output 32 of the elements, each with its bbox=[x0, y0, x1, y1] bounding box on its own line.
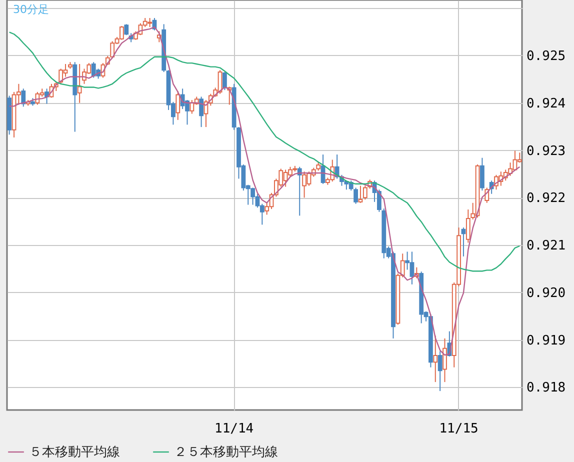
y-tick-label: 0.920 bbox=[526, 286, 566, 301]
y-tick-label: 0.921 bbox=[526, 238, 566, 254]
legend-label: ５本移動平均線 bbox=[29, 445, 120, 460]
candlestick bbox=[176, 90, 180, 120]
legend-label: ２５本移動平均線 bbox=[174, 445, 278, 460]
candlestick bbox=[297, 166, 302, 216]
candlestick bbox=[21, 88, 26, 108]
candlestick bbox=[199, 96, 204, 128]
candlestick bbox=[124, 24, 129, 36]
y-tick-label: 0.922 bbox=[526, 191, 566, 206]
candlestick bbox=[316, 161, 321, 172]
candlestick bbox=[110, 40, 115, 58]
annotation: 30分足 bbox=[13, 3, 49, 16]
candlestick bbox=[480, 157, 484, 192]
candlestick bbox=[433, 335, 438, 383]
y-tick-label: 0.923 bbox=[526, 144, 566, 159]
candlestick bbox=[358, 185, 363, 204]
candlestick bbox=[438, 350, 442, 392]
x-tick-label: 11/14 bbox=[214, 422, 254, 436]
candlestick bbox=[222, 72, 227, 91]
candlestick bbox=[354, 187, 358, 204]
x-tick-label: 11/15 bbox=[439, 422, 478, 436]
line-series bbox=[8, 32, 520, 272]
candlestick bbox=[58, 68, 64, 84]
candlestick bbox=[466, 209, 470, 244]
y-tick-label: 0.924 bbox=[526, 96, 566, 112]
candlestick bbox=[461, 227, 466, 257]
y-tick-label: 0.925 bbox=[526, 48, 566, 64]
y-tick-label: 0.919 bbox=[526, 333, 566, 348]
candlestick bbox=[77, 63, 82, 104]
candlestick bbox=[442, 338, 447, 383]
y-tick-label: 0.918 bbox=[526, 380, 566, 396]
